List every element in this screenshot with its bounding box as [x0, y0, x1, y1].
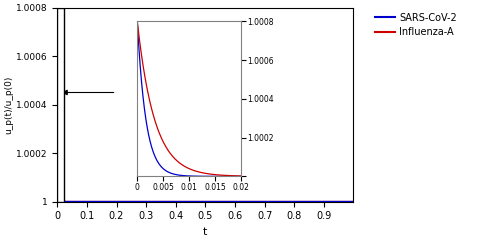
Legend: SARS-CoV-2, Influenza-A: SARS-CoV-2, Influenza-A [372, 9, 461, 41]
X-axis label: t: t [203, 227, 207, 237]
Y-axis label: u_p(t)/u_p(0): u_p(t)/u_p(0) [4, 75, 13, 134]
Bar [58, 8, 64, 201]
